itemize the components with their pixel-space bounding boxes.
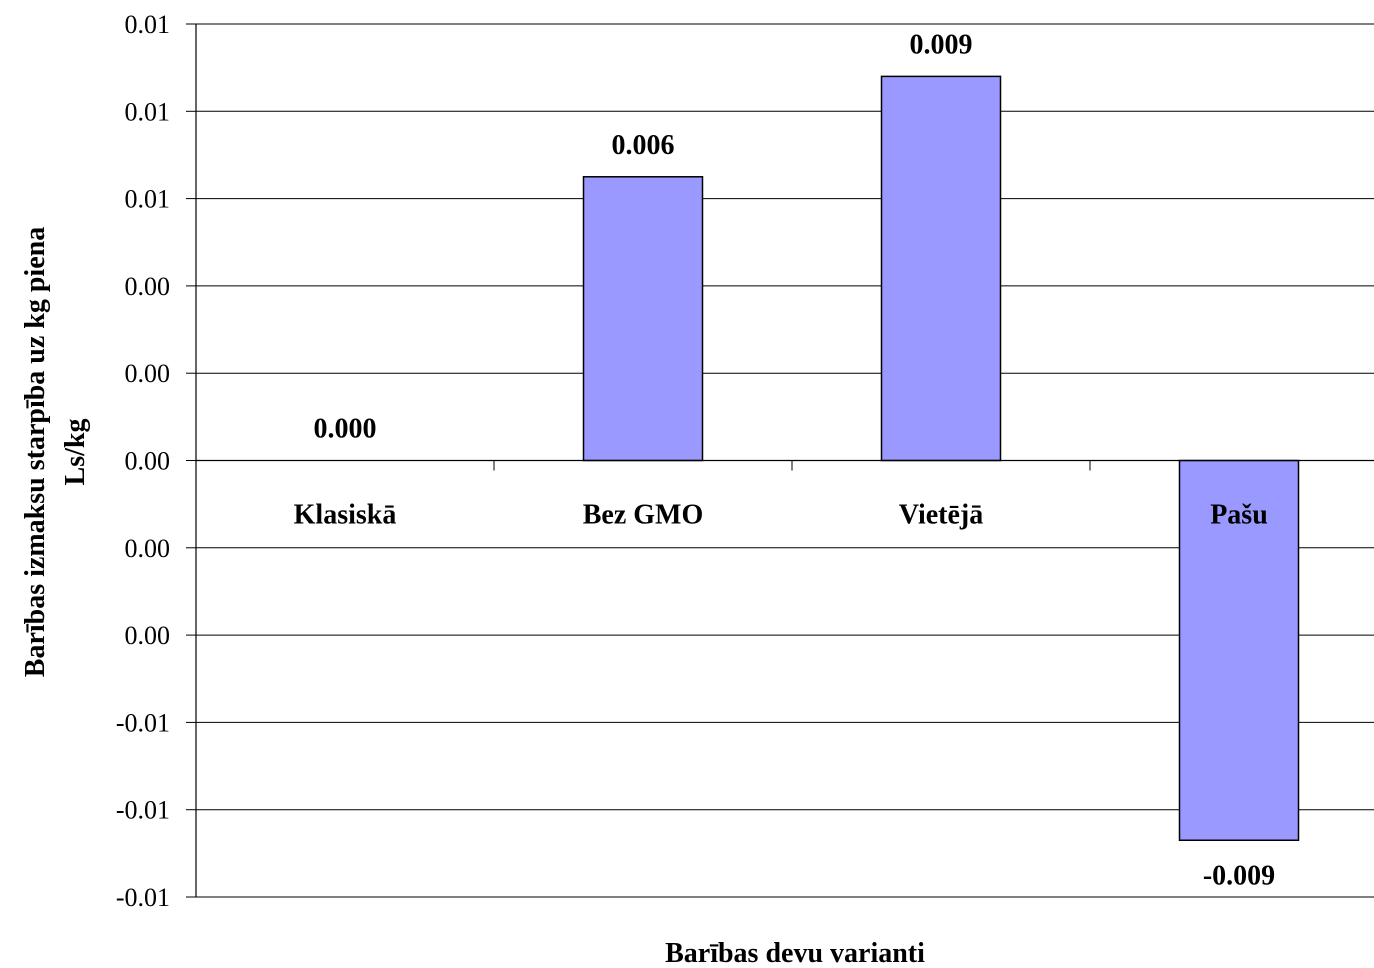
data-label: 0.009 [910, 29, 973, 60]
data-label: 0.000 [314, 414, 377, 445]
y-tick-label: -0.01 [116, 708, 170, 737]
y-tick-label: 0.01 [125, 185, 171, 214]
bar [1178, 459, 1300, 842]
category-label: Vietējā [899, 500, 983, 531]
y-tick-label: 0.00 [125, 359, 171, 388]
y-tick-label: 0.01 [125, 97, 171, 126]
y-axis-title-line1: Barības izmaksu starpība uz kg piena [20, 227, 51, 677]
bars [582, 75, 1300, 842]
y-tick-label: 0.01 [125, 10, 171, 39]
axes [195, 24, 1374, 897]
y-tick-label: 0.00 [125, 621, 171, 650]
y-tick-label: -0.01 [116, 883, 170, 912]
data-labels: 0.000 0.006 0.009 -0.009 [314, 29, 1276, 891]
category-label: Pašu [1210, 500, 1268, 531]
x-axis-title: Barības devu varianti [665, 938, 925, 968]
y-tick-label: -0.01 [116, 796, 170, 825]
category-label: Bez GMO [583, 500, 704, 531]
data-label: -0.009 [1203, 860, 1275, 891]
data-label: 0.006 [612, 130, 675, 161]
y-tick-labels: 0.01 0.01 0.01 0.00 0.00 0.00 0.00 0.00 -0.01 -0.… [116, 10, 170, 912]
category-labels: Klasiskā Bez GMO Vietējā Pašu [294, 500, 1268, 531]
y-tick-label: 0.00 [125, 447, 171, 476]
category-label: Klasiskā [294, 500, 397, 531]
y-axis-title-line2: Ls/kg [60, 419, 91, 486]
y-tick-label: 0.00 [125, 534, 171, 563]
y-tick-label: 0.00 [125, 272, 171, 301]
bar [880, 75, 1002, 462]
bar [582, 176, 704, 462]
